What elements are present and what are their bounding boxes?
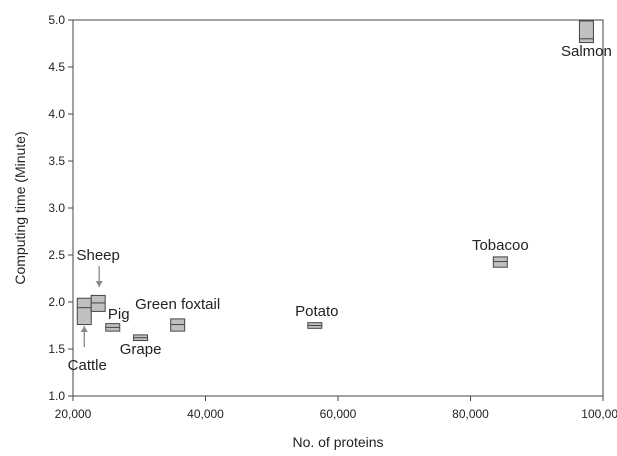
y-tick-label: 3.5 (48, 154, 65, 168)
x-tick-label: 80,000 (452, 407, 489, 421)
sheep-arrow (95, 266, 103, 287)
y-tick-label: 1.5 (48, 342, 65, 356)
x-tick-label: 20,000 (55, 407, 92, 421)
y-axis-title: Computing time (Minute) (12, 131, 28, 284)
label-pig: Pig (108, 306, 130, 323)
box-body (578, 20, 594, 44)
x-tick-label: 100,000 (581, 407, 617, 421)
box-sheep (90, 294, 106, 312)
x-axis: 20,000 40,000 60,000 80,000 100,000 (55, 396, 617, 421)
cattle-arrow (80, 326, 88, 347)
box-potato (307, 322, 323, 329)
data-boxes (76, 20, 594, 342)
point-labels: Cattle Sheep Pig Grape Green foxtail Potato To… (68, 43, 612, 374)
label-cattle: Cattle (68, 357, 107, 374)
y-tick-label: 2.5 (48, 248, 65, 262)
y-tick-label: 2.0 (48, 295, 65, 309)
box-body (76, 297, 92, 326)
x-axis-title: No. of proteins (292, 434, 383, 450)
label-tobacoo: Tobacoo (472, 237, 529, 254)
y-tick-label: 4.5 (48, 60, 65, 74)
label-arrows (80, 266, 103, 347)
box-pig (105, 323, 121, 332)
y-tick-label: 1.0 (48, 389, 65, 403)
box-grape (133, 334, 149, 342)
y-tick-label: 3.0 (48, 201, 65, 215)
label-sheep: Sheep (76, 247, 119, 264)
label-grape: Grape (120, 341, 162, 358)
y-tick-label: 5.0 (48, 13, 65, 27)
y-axis: 1.0 1.5 2.0 2.5 3.0 3.5 4.0 4.5 5.0 (48, 13, 73, 403)
box-cattle (76, 297, 92, 326)
x-tick-label: 40,000 (187, 407, 224, 421)
label-potato: Potato (295, 303, 338, 320)
x-tick-label: 60,000 (320, 407, 357, 421)
box-green-foxtail (170, 318, 186, 332)
box-salmon (578, 20, 594, 44)
plot-area (72, 19, 604, 397)
y-tick-label: 4.0 (48, 107, 65, 121)
box-tobacoo (492, 256, 508, 268)
label-salmon: Salmon (561, 43, 612, 60)
label-green-foxtail: Green foxtail (135, 296, 220, 313)
